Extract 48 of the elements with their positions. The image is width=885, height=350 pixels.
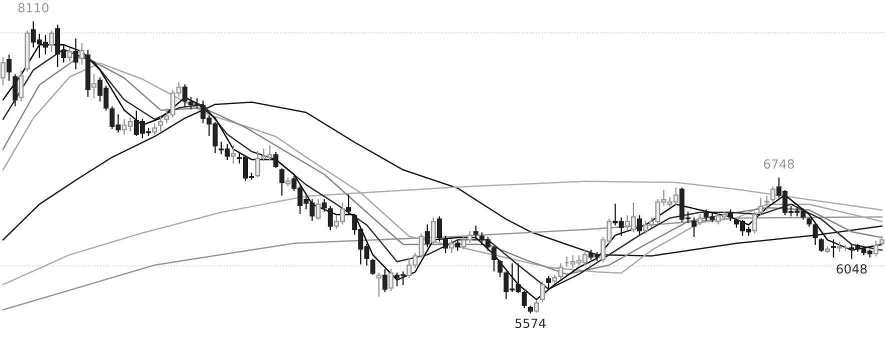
candlestick — [812, 223, 818, 246]
candlestick — [830, 239, 836, 258]
annotation: 6748 — [764, 159, 794, 169]
candlestick — [346, 194, 352, 214]
candlestick — [152, 123, 158, 135]
candlestick — [770, 186, 776, 203]
candlestick — [534, 300, 539, 313]
candlestick — [273, 152, 278, 168]
candlestick — [498, 260, 503, 278]
candlestick — [18, 70, 24, 102]
candlestick — [558, 263, 564, 280]
candlestick — [637, 215, 642, 235]
candlestick — [758, 198, 764, 216]
candlestick — [443, 236, 448, 254]
candlestick — [764, 196, 770, 211]
annotation: 5574 — [515, 318, 546, 328]
candlestick — [91, 74, 96, 98]
candlestick — [164, 108, 170, 124]
candlestick — [449, 239, 454, 254]
candlestick — [67, 48, 72, 62]
annotation: 8110 — [18, 2, 48, 12]
candlestick — [818, 238, 824, 252]
candlestick — [376, 272, 382, 297]
candlestick — [316, 199, 321, 220]
annotation: 6048 — [836, 264, 867, 274]
candlestick — [79, 42, 84, 65]
candlestick — [6, 54, 12, 81]
candlestick — [279, 168, 284, 196]
candlestick — [728, 209, 733, 221]
candlestick — [388, 269, 394, 291]
candlestick — [692, 217, 697, 238]
candlestick — [522, 290, 527, 308]
candlestick — [436, 216, 442, 242]
candlestick — [73, 38, 78, 70]
candlestick — [158, 116, 164, 132]
candlestick — [182, 84, 188, 108]
candlestick — [473, 225, 478, 240]
candlestick — [382, 269, 388, 292]
candlestick — [540, 282, 546, 302]
candlestick — [12, 74, 18, 106]
candlestick — [0, 56, 6, 86]
candlestick — [424, 224, 430, 248]
candlestick — [370, 258, 376, 275]
candlestick — [546, 276, 552, 290]
candlestick — [455, 240, 460, 251]
candlestick — [873, 240, 878, 257]
candlestick — [230, 145, 236, 164]
candlestick — [49, 30, 54, 52]
